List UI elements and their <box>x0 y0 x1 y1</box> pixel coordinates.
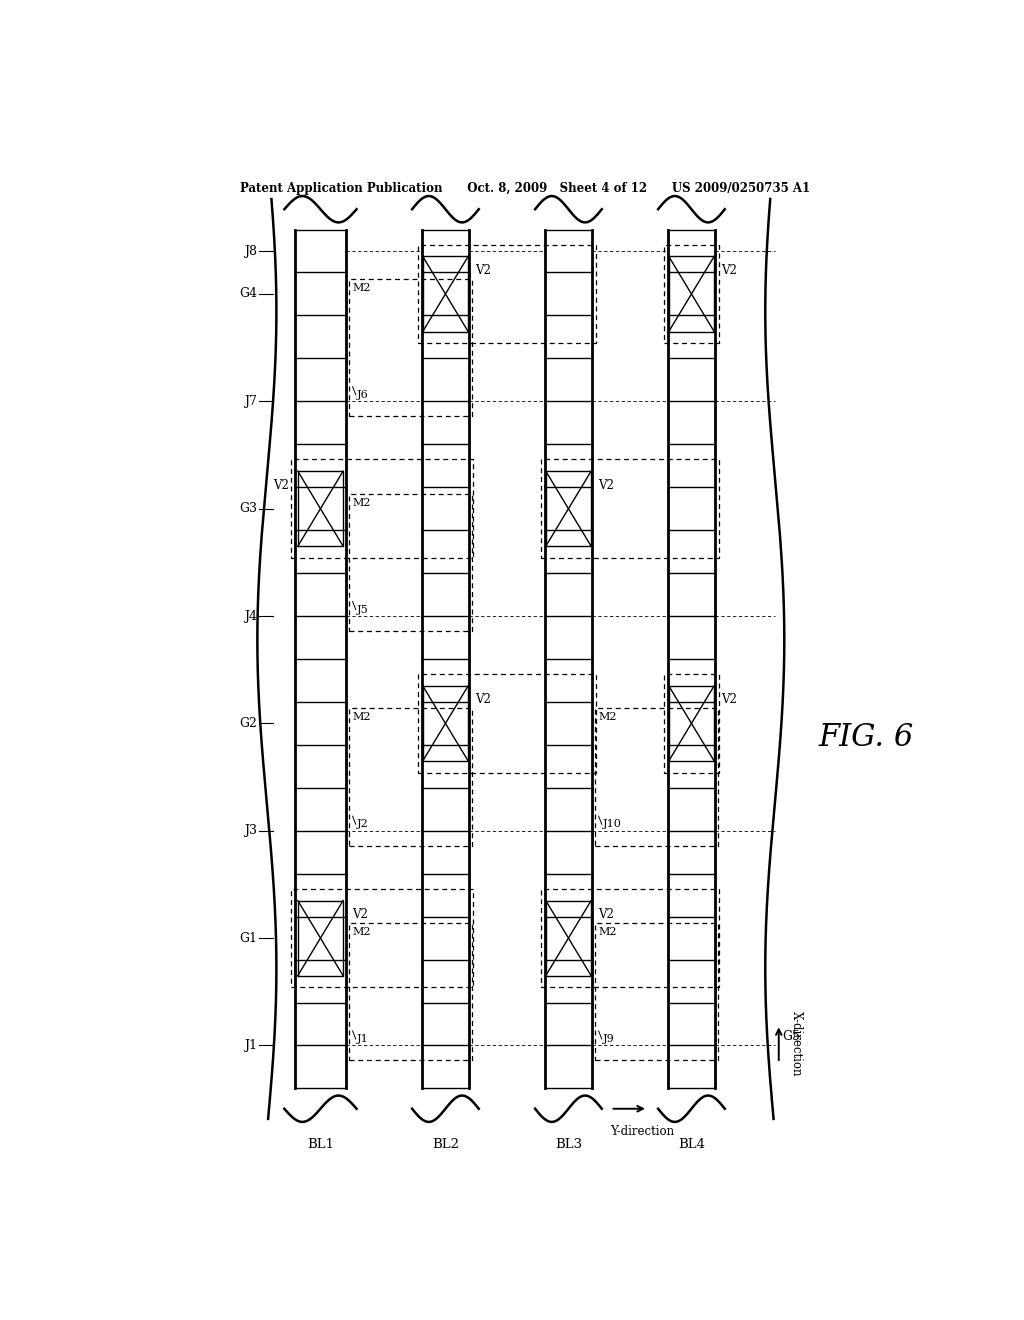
Text: BL1: BL1 <box>307 1138 334 1151</box>
Text: V2: V2 <box>721 264 736 277</box>
Text: Y-direction: Y-direction <box>610 1125 675 1138</box>
Text: V2: V2 <box>475 693 490 706</box>
Text: J4: J4 <box>245 610 257 623</box>
Text: V2: V2 <box>598 908 613 921</box>
Text: G4: G4 <box>240 288 257 301</box>
Text: FIG. 6: FIG. 6 <box>818 722 913 754</box>
Text: J8: J8 <box>245 244 257 257</box>
Text: G1: G1 <box>240 932 257 945</box>
Text: J5: J5 <box>356 605 369 615</box>
Text: M2: M2 <box>352 927 371 937</box>
Text: J7: J7 <box>245 395 257 408</box>
Text: M2: M2 <box>352 282 371 293</box>
Text: V2: V2 <box>721 693 736 706</box>
Text: J1: J1 <box>356 1034 369 1044</box>
Text: J1: J1 <box>245 1039 257 1052</box>
Text: J6: J6 <box>356 389 369 400</box>
Text: M2: M2 <box>352 498 371 508</box>
Text: J9: J9 <box>602 1034 614 1044</box>
Text: G5: G5 <box>782 1031 801 1043</box>
Text: V2: V2 <box>352 908 368 921</box>
Text: V2: V2 <box>598 479 613 491</box>
Text: G3: G3 <box>240 502 257 515</box>
Text: X-direction: X-direction <box>790 1011 803 1076</box>
Text: BL4: BL4 <box>678 1138 705 1151</box>
Text: J2: J2 <box>356 820 369 829</box>
Text: M2: M2 <box>599 927 617 937</box>
Text: V2: V2 <box>475 264 490 277</box>
Text: J3: J3 <box>245 824 257 837</box>
Text: G2: G2 <box>240 717 257 730</box>
Text: Patent Application Publication      Oct. 8, 2009   Sheet 4 of 12      US 2009/02: Patent Application Publication Oct. 8, 2… <box>240 182 810 195</box>
Text: BL2: BL2 <box>432 1138 459 1151</box>
Text: J10: J10 <box>602 820 622 829</box>
Text: M2: M2 <box>352 713 371 722</box>
Text: BL3: BL3 <box>555 1138 582 1151</box>
Text: M2: M2 <box>599 713 617 722</box>
Text: V2: V2 <box>273 479 289 491</box>
